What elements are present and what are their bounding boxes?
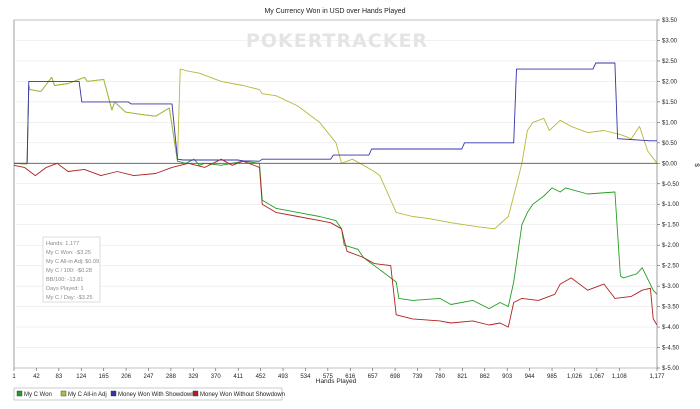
legend-swatch-my-c-won — [16, 390, 23, 397]
legend-swatch-with-showdown — [110, 390, 117, 397]
y-tick-label: $-2.50 — [662, 264, 680, 270]
x-tick-label: 42 — [33, 374, 40, 380]
stats-box-frame — [42, 236, 101, 303]
legend-swatch-without-showdown — [192, 390, 199, 397]
legend-item-my-c-won[interactable]: My C Won — [16, 390, 52, 398]
y-tick-label: $-3.50 — [662, 305, 680, 311]
x-tick-label: 452 — [256, 374, 267, 380]
series-line-without-showdown — [13, 158, 658, 328]
stats-hands: Hands: 1,177 — [46, 241, 79, 247]
x-tick-label: 1 — [12, 374, 16, 380]
y-tick-label: $3.00 — [662, 38, 678, 44]
legend: My C Won My C All-in Adj Money Won With … — [13, 387, 285, 401]
x-tick-label: 862 — [480, 374, 491, 380]
legend-label-my-c-won: My C Won — [24, 392, 52, 398]
x-tick-label: 1,177 — [649, 374, 665, 380]
y-tick-label: $-1.00 — [662, 202, 680, 208]
legend-label-all-in-adj: My C All-in Adj — [68, 392, 107, 398]
stats-bb-per-100: BB/100: -13.81 — [46, 277, 83, 283]
y-tick-label: $-1.50 — [662, 223, 680, 229]
legend-label-with-showdown: Money Won With Showdown — [118, 392, 195, 398]
stats-days-played: Days Played: 1 — [46, 286, 84, 292]
x-tick-label: 493 — [278, 374, 289, 380]
y-tick-label: $0.00 — [662, 161, 678, 167]
y-tick-label: $2.50 — [662, 59, 678, 65]
stats-per-day: My C / Day: -$3.25 — [46, 295, 93, 301]
legend-item-with-showdown[interactable]: Money Won With Showdown — [110, 390, 195, 398]
y-tick-label: $-0.50 — [662, 182, 680, 188]
x-tick-label: 288 — [166, 374, 177, 380]
y-tick-label: $2.00 — [662, 79, 678, 85]
stats-box: Hands: 1,177 My C Won: -$3.25 My C All-i… — [42, 236, 101, 303]
x-axis-ticks: 1 42 83 124 165 206 247 288 329 370 411 452 493 534 57… — [12, 368, 665, 380]
x-axis-label: Hands Played — [316, 378, 357, 385]
legend-label-without-showdown: Money Won Without Showdown — [200, 392, 285, 398]
x-tick-label: 780 — [435, 374, 446, 380]
x-tick-label: 247 — [143, 374, 154, 380]
y-tick-label: $-5.00 — [662, 366, 680, 372]
pokertracker-watermark: POKERTRACKER — [246, 30, 428, 52]
x-tick-label: 944 — [525, 374, 536, 380]
x-tick-label: 411 — [233, 374, 243, 380]
x-tick-label: 83 — [55, 374, 62, 380]
y-tick-label: $1.50 — [662, 100, 678, 106]
grid-lines — [14, 19, 657, 369]
y-tick-label: $-3.00 — [662, 284, 680, 290]
series-layer — [13, 62, 658, 328]
x-tick-label: 616 — [345, 374, 356, 380]
x-tick-label: 370 — [211, 374, 222, 380]
y-tick-label: $1.00 — [662, 120, 678, 126]
x-tick-label: 1,067 — [589, 374, 605, 380]
x-tick-label: 985 — [547, 374, 558, 380]
x-tick-label: 698 — [390, 374, 401, 380]
series-line-with-showdown — [14, 62, 657, 164]
stats-allin-adj: My C All-in Adj: $0.09 — [46, 259, 99, 265]
x-tick-label: 329 — [188, 374, 199, 380]
y-tick-label: $3.50 — [662, 18, 678, 24]
y-tick-label: $-4.50 — [662, 346, 680, 352]
x-tick-label: 206 — [121, 374, 132, 380]
x-tick-label: 124 — [76, 374, 87, 380]
y-tick-label: $0.50 — [662, 141, 678, 147]
chart-title: My Currency Won in USD over Hands Played — [264, 8, 405, 15]
x-tick-label: 821 — [457, 374, 468, 380]
y-axis-label: $ — [693, 163, 700, 167]
legend-swatch-all-in-adj — [60, 390, 67, 397]
legend-item-without-showdown[interactable]: Money Won Without Showdown — [192, 390, 285, 398]
legend-item-all-in-adj[interactable]: My C All-in Adj — [60, 390, 107, 398]
x-tick-label: 739 — [413, 374, 424, 380]
stats-won: My C Won: -$3.25 — [46, 250, 91, 256]
y-tick-label: $-2.00 — [662, 243, 680, 249]
x-tick-label: 903 — [502, 374, 513, 380]
series-line-all-in-adj — [13, 68, 658, 230]
y-axis-ticks: $3.50 $3.00 $2.50 $2.00 $1.50 $1.00 $0.50 $0.00… — [657, 18, 680, 372]
x-tick-label: 165 — [99, 374, 110, 380]
x-tick-label: 534 — [300, 374, 311, 380]
legend-frame — [13, 387, 283, 401]
y-tick-label: $-4.00 — [662, 325, 680, 331]
x-tick-label: 1,108 — [612, 374, 628, 380]
x-tick-label: 575 — [323, 374, 334, 380]
x-tick-label: 657 — [368, 374, 379, 380]
stats-per-100: My C / 100: -$0.28 — [46, 268, 92, 274]
x-tick-label: 1,026 — [567, 374, 583, 380]
